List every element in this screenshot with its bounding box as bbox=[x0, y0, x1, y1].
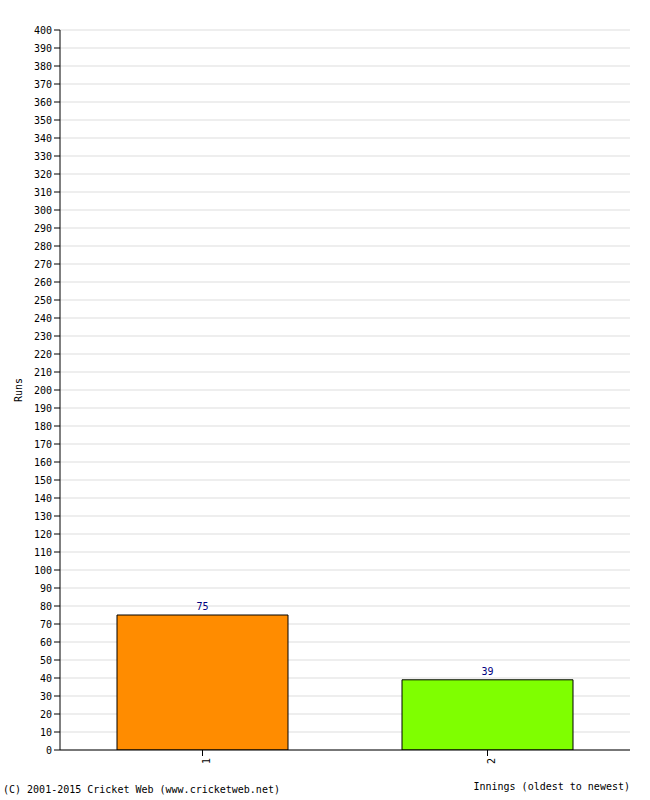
svg-text:260: 260 bbox=[34, 277, 52, 288]
svg-text:0: 0 bbox=[46, 745, 52, 756]
svg-text:280: 280 bbox=[34, 241, 52, 252]
svg-text:310: 310 bbox=[34, 187, 52, 198]
svg-text:170: 170 bbox=[34, 439, 52, 450]
svg-text:300: 300 bbox=[34, 205, 52, 216]
svg-text:400: 400 bbox=[34, 25, 52, 36]
svg-text:210: 210 bbox=[34, 367, 52, 378]
svg-text:350: 350 bbox=[34, 115, 52, 126]
svg-text:160: 160 bbox=[34, 457, 52, 468]
svg-text:370: 370 bbox=[34, 79, 52, 90]
svg-text:20: 20 bbox=[40, 709, 52, 720]
svg-text:230: 230 bbox=[34, 331, 52, 342]
svg-text:380: 380 bbox=[34, 61, 52, 72]
svg-text:330: 330 bbox=[34, 151, 52, 162]
svg-text:240: 240 bbox=[34, 313, 52, 324]
svg-text:Innings (oldest to newest): Innings (oldest to newest) bbox=[473, 781, 630, 792]
svg-text:100: 100 bbox=[34, 565, 52, 576]
svg-text:250: 250 bbox=[34, 295, 52, 306]
svg-text:80: 80 bbox=[40, 601, 52, 612]
svg-text:60: 60 bbox=[40, 637, 52, 648]
svg-text:39: 39 bbox=[481, 666, 493, 677]
svg-text:200: 200 bbox=[34, 385, 52, 396]
svg-text:1: 1 bbox=[201, 758, 212, 764]
svg-text:150: 150 bbox=[34, 475, 52, 486]
svg-text:340: 340 bbox=[34, 133, 52, 144]
svg-text:40: 40 bbox=[40, 673, 52, 684]
svg-text:Runs: Runs bbox=[13, 378, 24, 402]
svg-text:50: 50 bbox=[40, 655, 52, 666]
svg-text:10: 10 bbox=[40, 727, 52, 738]
svg-text:140: 140 bbox=[34, 493, 52, 504]
svg-text:270: 270 bbox=[34, 259, 52, 270]
svg-text:390: 390 bbox=[34, 43, 52, 54]
svg-text:70: 70 bbox=[40, 619, 52, 630]
svg-text:30: 30 bbox=[40, 691, 52, 702]
svg-text:290: 290 bbox=[34, 223, 52, 234]
svg-text:360: 360 bbox=[34, 97, 52, 108]
svg-text:130: 130 bbox=[34, 511, 52, 522]
svg-text:110: 110 bbox=[34, 547, 52, 558]
svg-text:190: 190 bbox=[34, 403, 52, 414]
svg-text:2: 2 bbox=[486, 758, 497, 764]
svg-text:90: 90 bbox=[40, 583, 52, 594]
svg-text:180: 180 bbox=[34, 421, 52, 432]
svg-text:220: 220 bbox=[34, 349, 52, 360]
svg-text:75: 75 bbox=[196, 601, 208, 612]
html-text:(C) 2001-2015 Cricket Web (www: (C) 2001-2015 Cricket Web (www.cricketwe… bbox=[3, 784, 280, 795]
svg-text:120: 120 bbox=[34, 529, 52, 540]
svg-text:320: 320 bbox=[34, 169, 52, 180]
